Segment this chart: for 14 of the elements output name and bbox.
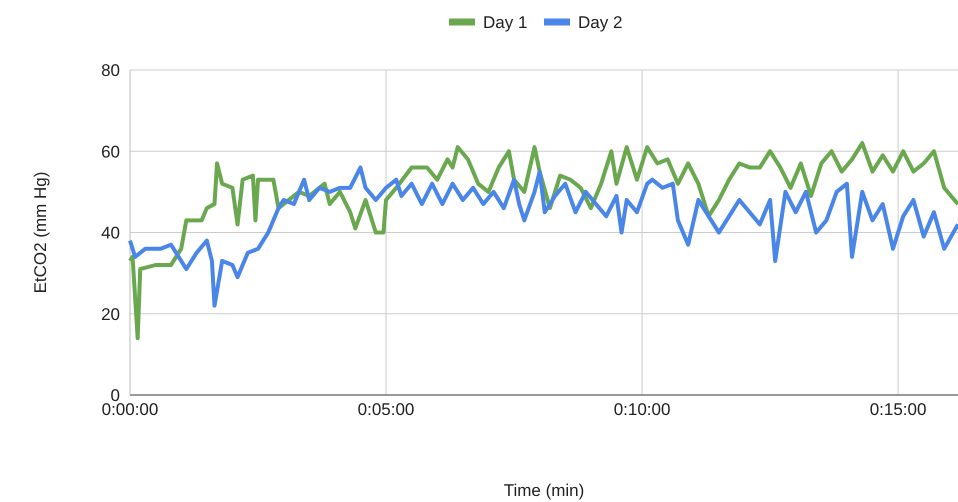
x-tick-label: 0:05:00 [358,400,414,419]
legend-label: Day 2 [578,13,622,32]
y-tick-label: 60 [101,142,120,162]
line-series [128,141,958,340]
y-tick-label: 80 [101,61,120,80]
x-axis-title: Time (min) [504,481,584,500]
y-axis-title: EtCO2 (mm Hg) [31,172,50,294]
x-tick-label: 0:00:00 [102,400,158,419]
x-tick-label: 0:15:00 [870,400,926,419]
line-series [128,166,958,308]
y-tick-label: 40 [101,224,120,242]
y-tick-label: 20 [101,304,120,324]
legend-label: Day 1 [483,13,528,32]
x-tick-label: 0:10:00 [614,400,670,419]
